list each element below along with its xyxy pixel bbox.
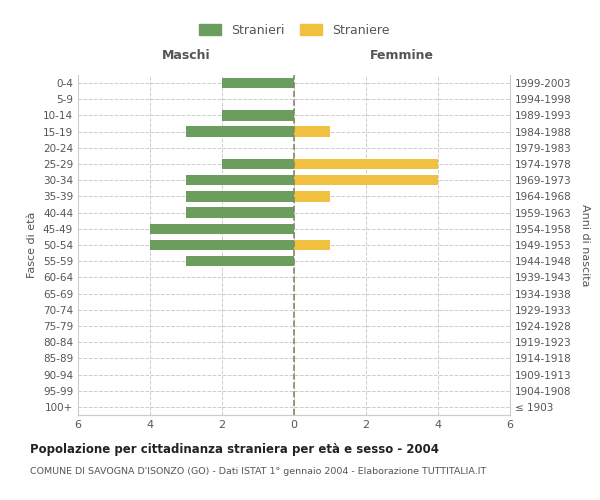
Y-axis label: Fasce di età: Fasce di età	[28, 212, 37, 278]
Bar	[294, 126, 330, 137]
Bar	[186, 191, 294, 202]
Bar	[222, 159, 294, 170]
Bar	[150, 224, 294, 234]
Legend: Stranieri, Straniere: Stranieri, Straniere	[195, 20, 393, 40]
Bar	[294, 159, 438, 170]
Bar	[294, 240, 330, 250]
Y-axis label: Anni di nascita: Anni di nascita	[580, 204, 590, 286]
Bar	[294, 175, 438, 186]
Text: COMUNE DI SAVOGNA D'ISONZO (GO) - Dati ISTAT 1° gennaio 2004 - Elaborazione TUTT: COMUNE DI SAVOGNA D'ISONZO (GO) - Dati I…	[30, 468, 486, 476]
Text: Maschi: Maschi	[161, 49, 211, 62]
Text: Popolazione per cittadinanza straniera per età e sesso - 2004: Popolazione per cittadinanza straniera p…	[30, 442, 439, 456]
Bar	[186, 208, 294, 218]
Text: Femmine: Femmine	[370, 49, 434, 62]
Bar	[186, 126, 294, 137]
Bar	[222, 78, 294, 88]
Bar	[186, 256, 294, 266]
Bar	[150, 240, 294, 250]
Bar	[222, 110, 294, 120]
Bar	[294, 191, 330, 202]
Bar	[186, 175, 294, 186]
